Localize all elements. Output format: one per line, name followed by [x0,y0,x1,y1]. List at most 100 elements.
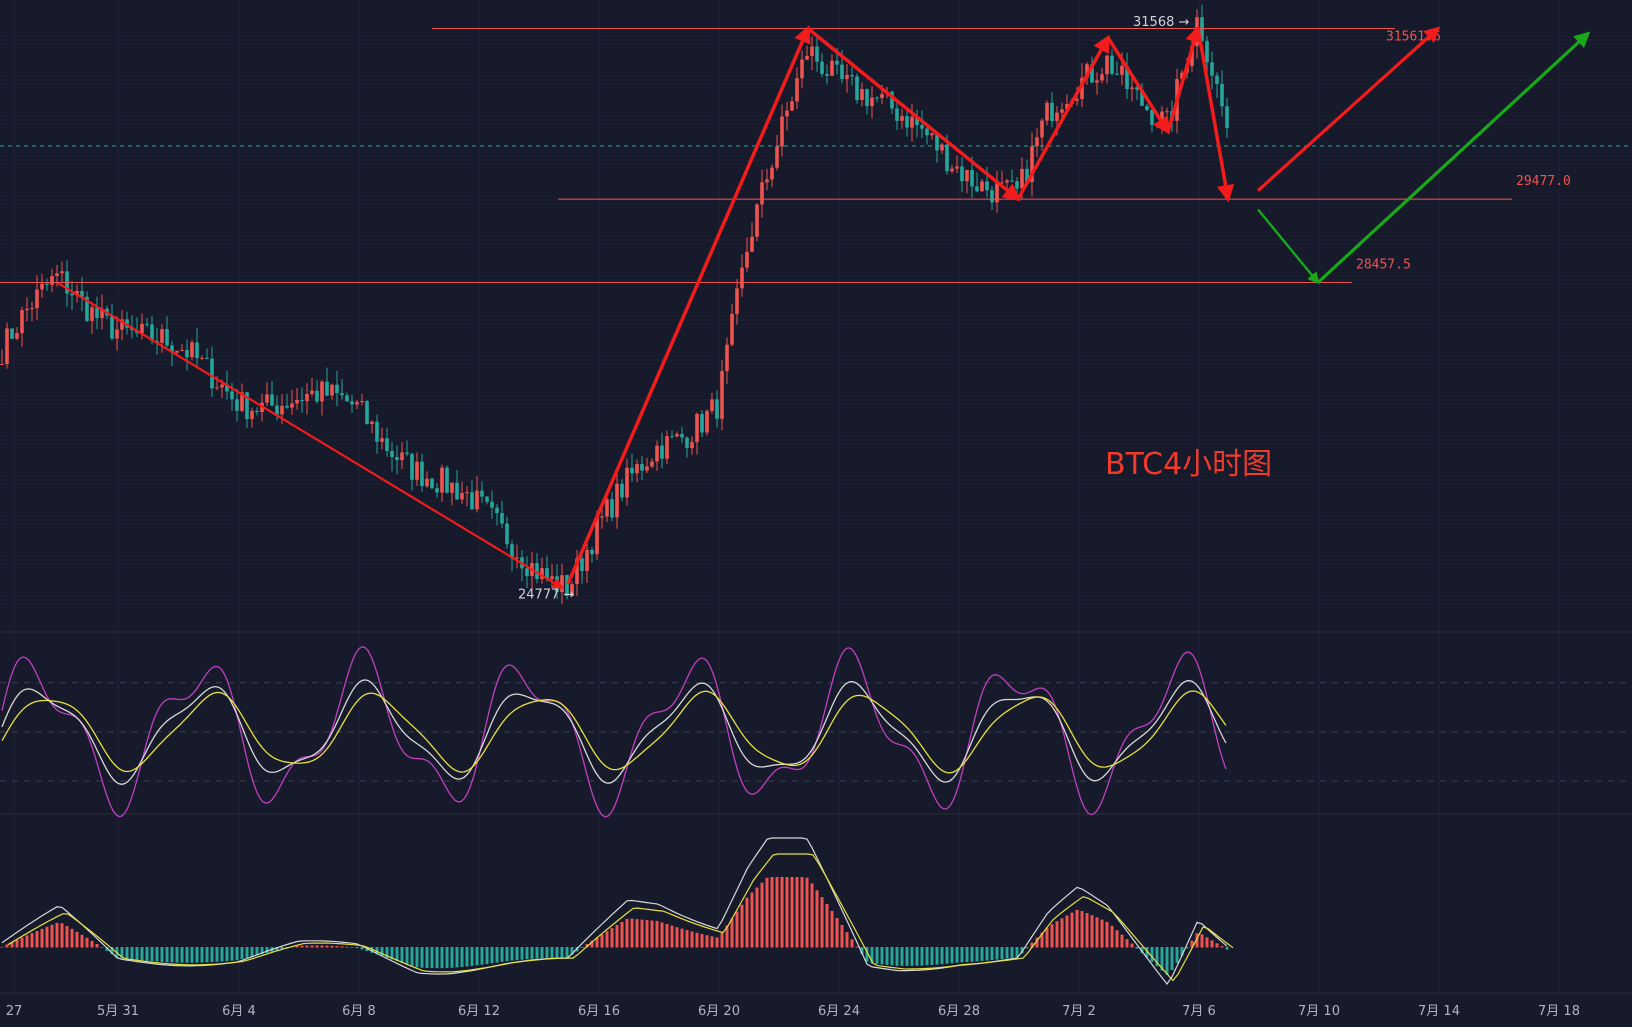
macd-bar [440,947,444,969]
macd-bar [15,939,19,948]
macd-bar [535,947,539,959]
candle [620,479,624,502]
macd-bar [820,897,824,948]
candle [730,303,734,347]
macd-bar [705,935,709,948]
candle [745,237,749,272]
macd-bar [375,947,379,955]
macd-bar [935,947,939,965]
candle [915,109,919,138]
macd-bar [315,945,319,948]
macd-indicator-pane [0,837,1234,986]
candle [180,344,184,352]
candle [355,400,359,410]
macd-bar [1045,927,1049,948]
candle [780,104,784,157]
candle [990,186,994,211]
candle [800,50,804,89]
macd-bar [380,947,384,957]
macd-bar [250,947,254,957]
macd-bar [1055,921,1059,948]
time-axis: 27 5月 31 6月 4 6月 8 6月 12 6月 16 6月 20 6月 24 6月 28… [6,1004,1580,1019]
macd-bar [165,947,169,963]
candle [750,222,754,253]
x-tick-label: 7月 14 [1418,1004,1460,1019]
annotation-high: 31568 → [1133,15,1189,30]
macd-bar [950,947,954,964]
macd-bar [140,947,144,961]
macd-bar [330,945,334,948]
macd-dif-line [1,837,1228,986]
macd-bar [975,947,979,962]
candle [445,465,449,494]
candle [760,169,764,218]
candle [10,328,14,339]
macd-bar [1195,933,1199,948]
macd-bar [1060,918,1064,948]
macd-bar [75,931,79,948]
macd-bar [35,930,39,948]
kdj-indicator-pane [0,646,1632,818]
macd-bar [325,945,329,948]
macd-bar [1015,947,1019,958]
candle [640,455,644,480]
macd-bar [300,945,304,948]
candle [725,337,729,384]
candle [425,471,429,488]
macd-bar [10,942,14,948]
candle [520,550,524,582]
macd-bar [60,923,64,948]
candle [995,170,999,213]
candle [755,202,759,242]
macd-bar [645,920,649,948]
macd-bar [775,877,779,948]
macd-bar [970,947,974,962]
macd-bar [1030,942,1034,948]
macd-bar [815,890,819,948]
macd-bar [415,947,419,968]
macd-bar [940,947,944,965]
macd-bar [925,947,929,966]
candle [715,390,719,428]
candle [830,54,834,77]
macd-bar [50,924,54,948]
candle [255,407,259,416]
macd-bar [750,892,754,948]
candle [145,317,149,328]
candle [40,273,44,298]
macd-bar [850,939,854,948]
candle [1050,92,1054,128]
macd-bar [670,925,674,948]
x-tick-label: 7月 6 [1182,1004,1216,1019]
candle [325,367,329,397]
macd-bar [65,926,69,948]
macd-bar [155,947,159,962]
candle [1125,52,1129,99]
macd-bar [545,947,549,958]
macd-bar [485,947,489,964]
macd-bar [745,897,749,948]
macd-bar [1105,921,1109,948]
macd-bar [1165,947,1169,975]
macd-bar [1020,947,1024,954]
candle [345,392,349,402]
macd-bar [770,877,774,948]
macd-bar [205,947,209,963]
macd-bar [255,947,259,956]
macd-bar [890,947,894,966]
candle [1045,100,1049,126]
macd-bar [1110,925,1114,948]
candle [190,339,194,361]
candle [90,302,94,334]
candle [485,496,489,505]
candle [160,324,164,353]
candle [680,426,684,444]
candle [570,581,574,597]
candle [855,73,859,104]
trend-drawings [57,24,1591,589]
macd-bar [825,903,829,948]
macd-bar [1180,947,1184,956]
macd-bar [170,947,174,963]
macd-bar [465,947,469,967]
